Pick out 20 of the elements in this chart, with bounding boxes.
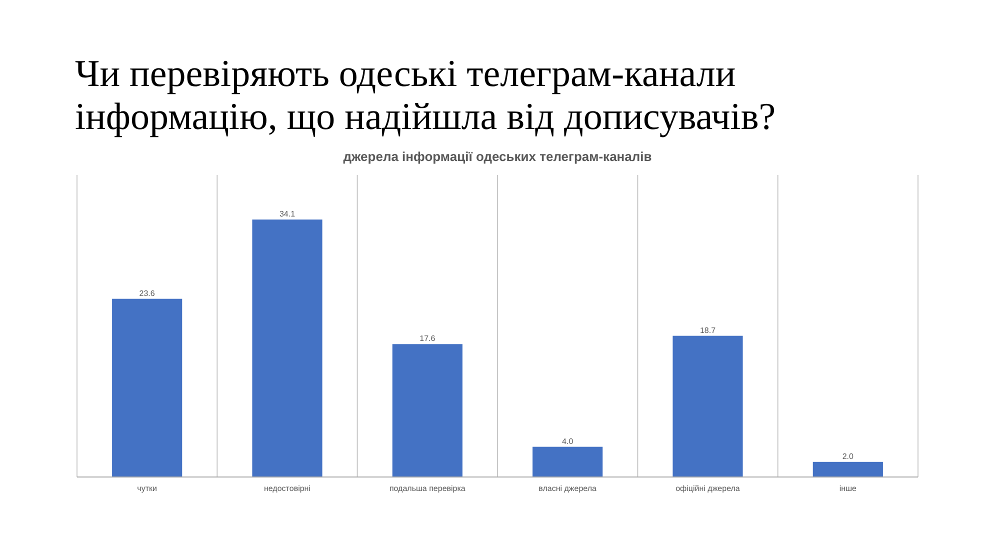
bar — [252, 220, 322, 477]
data-label: 2.0 — [842, 452, 854, 461]
chart-title: Чи перевіряють одеські телеграм-канали інформацію, що надійшла від дописувачів? — [75, 53, 776, 138]
bar — [392, 344, 462, 477]
x-tick-label: інше — [839, 484, 857, 493]
data-label: 23.6 — [139, 288, 156, 298]
bar — [812, 462, 883, 477]
x-tick-label: недостовірні — [264, 484, 311, 493]
x-tick-label: власні джерела — [538, 484, 598, 493]
bar — [112, 298, 182, 477]
x-tick-label: офіційні джерела — [676, 484, 740, 493]
chart-subtitle: джерела інформації одеських телеграм-каналів — [343, 149, 652, 164]
bar — [532, 446, 603, 477]
x-tick-label: чутки — [137, 484, 157, 493]
data-label: 18.7 — [700, 326, 716, 335]
bar — [672, 336, 743, 477]
data-label: 4.0 — [562, 436, 574, 446]
x-tick-label: подальша перевірка — [389, 484, 466, 493]
data-label: 17.6 — [420, 334, 436, 344]
data-label: 34.1 — [279, 210, 296, 219]
